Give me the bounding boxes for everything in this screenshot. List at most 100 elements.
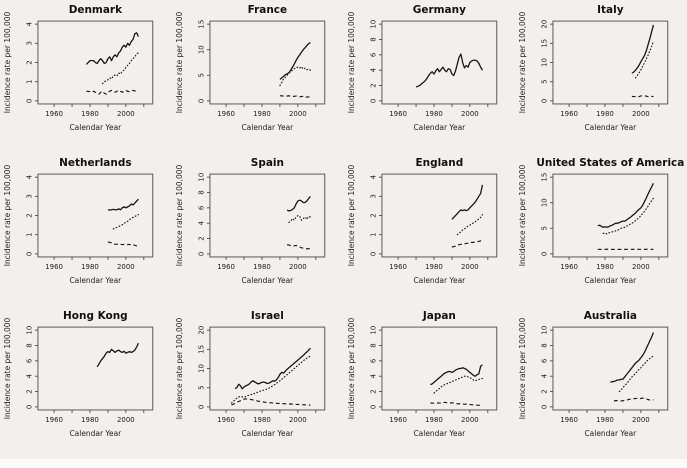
dotted-series-line — [288, 214, 311, 224]
y-tick-label: 8 — [541, 343, 549, 347]
chart-panel-japan: Japan 1960 1980 2000 Calendar Year 0 2 4 6 8 10 Inc… — [344, 306, 516, 459]
y-axis-label: Incidence rate per 100,000 — [175, 12, 184, 114]
x-tick-label: 1960 — [45, 263, 63, 271]
y-tick-label: 2 — [25, 213, 33, 217]
x-tick-label: 2000 — [117, 110, 135, 118]
plot-box — [209, 326, 325, 411]
x-tick-label: 2000 — [289, 263, 307, 271]
x-tick-label: 1960 — [217, 416, 235, 424]
dashed-series-line — [614, 397, 654, 402]
y-axis-label: Incidence rate per 100,000 — [346, 318, 355, 420]
y-tick-label: 2 — [541, 389, 549, 393]
x-tick-label: 2000 — [460, 110, 478, 118]
chart-svg: England 1960 1980 2000 Calendar Year 0 1 2 3 4 Inc… — [346, 157, 497, 285]
y-tick-label: 0 — [369, 252, 377, 256]
solid-series-line — [234, 347, 311, 390]
x-tick-label: 2000 — [632, 416, 650, 424]
dashed-series-line — [451, 239, 483, 248]
x-axis-label: Calendar Year — [241, 123, 294, 132]
x-axis-label: Calendar Year — [413, 276, 466, 285]
y-tick-label: 8 — [369, 343, 377, 347]
y-tick-label: 10 — [541, 326, 549, 335]
chart-title: Italy — [597, 4, 624, 16]
x-axis-label: Calendar Year — [585, 123, 638, 132]
x-tick-label: 1960 — [45, 416, 63, 424]
chart-svg: France 1960 1980 2000 Calendar Year 0 5 10 15 Inc… — [175, 4, 325, 132]
x-axis-label: Calendar Year — [413, 429, 466, 438]
chart-panel-australia: Australia 1960 1980 2000 Calendar Year 0 2 4 6 8 1… — [515, 306, 687, 459]
y-axis-label: Incidence rate per 100,000 — [175, 318, 184, 420]
x-axis-label: Calendar Year — [585, 429, 638, 438]
x-tick-label: 1980 — [253, 110, 271, 118]
y-tick-label: 4 — [369, 174, 377, 179]
y-tick-label: 6 — [197, 206, 205, 210]
y-tick-label: 0 — [541, 405, 549, 409]
y-tick-label: 5 — [197, 385, 205, 389]
x-tick-label: 1980 — [253, 263, 271, 271]
chart-title: Netherlands — [59, 157, 131, 169]
bottom-margin — [0, 459, 687, 468]
y-axis-label: Incidence rate per 100,000 — [518, 318, 527, 420]
x-tick-label: 1960 — [560, 110, 578, 118]
y-tick-label: 15 — [197, 345, 205, 354]
dotted-series-line — [101, 52, 140, 85]
y-tick-label: 3 — [25, 41, 33, 45]
y-tick-label: 5 — [197, 73, 205, 77]
dotted-series-line — [230, 355, 311, 404]
x-tick-label: 2000 — [460, 263, 478, 271]
y-tick-label: 1 — [25, 232, 33, 236]
plot-box — [552, 173, 669, 258]
y-tick-label: 6 — [369, 359, 377, 363]
x-axis-label: Calendar Year — [69, 429, 122, 438]
dashed-series-line — [286, 244, 311, 250]
x-tick-label: 1960 — [217, 263, 235, 271]
y-tick-label: 6 — [369, 53, 377, 57]
y-tick-label: 10 — [541, 198, 549, 207]
chart-title: Australia — [584, 310, 637, 322]
y-tick-label: 4 — [25, 373, 33, 378]
dashed-series-line — [86, 89, 139, 95]
dotted-series-line — [456, 213, 483, 236]
chart-title: England — [415, 157, 463, 169]
x-tick-label: 1980 — [425, 110, 443, 118]
y-axis-label: Incidence rate per 100,000 — [175, 165, 184, 267]
x-tick-label: 2000 — [460, 416, 478, 424]
chart-panel-netherlands: Netherlands 1960 1980 2000 Calendar Year 0 1 2 3… — [0, 153, 172, 306]
solid-series-line — [450, 184, 483, 220]
chart-title: Israel — [251, 310, 284, 322]
chart-panel-denmark: Denmark 1960 1980 2000 Calendar Year 0 1 2 3 4 Inc… — [0, 0, 172, 153]
y-axis-label: Incidence rate per 100,000 — [3, 318, 12, 420]
x-tick-label: 1980 — [81, 110, 99, 118]
chart-panel-germany: Germany 1960 1980 2000 Calendar Year 0 2 4 6 8 10 I… — [344, 0, 516, 153]
y-axis-label: Incidence rate per 100,000 — [346, 165, 355, 267]
chart-svg: Italy 1960 1980 2000 Calendar Year 0 5 10 15 20 In… — [518, 4, 669, 132]
x-tick-label: 1960 — [560, 263, 578, 271]
y-tick-label: 1 — [25, 79, 33, 83]
solid-series-line — [279, 42, 311, 80]
solid-series-line — [85, 32, 140, 65]
solid-series-line — [631, 24, 655, 74]
y-tick-label: 8 — [197, 190, 205, 194]
y-tick-label: 20 — [197, 326, 205, 335]
chart-svg: Netherlands 1960 1980 2000 Calendar Year 0 1 2 3… — [3, 157, 154, 285]
x-tick-label: 1960 — [560, 416, 578, 424]
x-axis-label: Calendar Year — [585, 276, 638, 285]
y-tick-label: 0 — [197, 99, 205, 103]
y-tick-label: 6 — [541, 359, 549, 363]
y-tick-label: 4 — [369, 373, 377, 378]
y-axis-label: Incidence rate per 100,000 — [3, 12, 12, 114]
y-tick-label: 2 — [25, 60, 33, 64]
y-axis-label: Incidence rate per 100,000 — [3, 165, 12, 267]
y-tick-label: 4 — [25, 21, 33, 26]
y-tick-label: 4 — [369, 67, 377, 72]
y-axis-label: Incidence rate per 100,000 — [518, 12, 527, 114]
y-tick-label: 0 — [541, 99, 549, 103]
dashed-series-line — [632, 95, 654, 98]
y-tick-label: 0 — [541, 252, 549, 256]
chart-title: United States of America — [537, 157, 685, 169]
chart-svg: United States of America 1960 1980 2000 Cale… — [518, 157, 685, 285]
solid-series-line — [96, 342, 140, 368]
dotted-series-line — [432, 375, 483, 394]
y-tick-label: 4 — [541, 373, 549, 378]
